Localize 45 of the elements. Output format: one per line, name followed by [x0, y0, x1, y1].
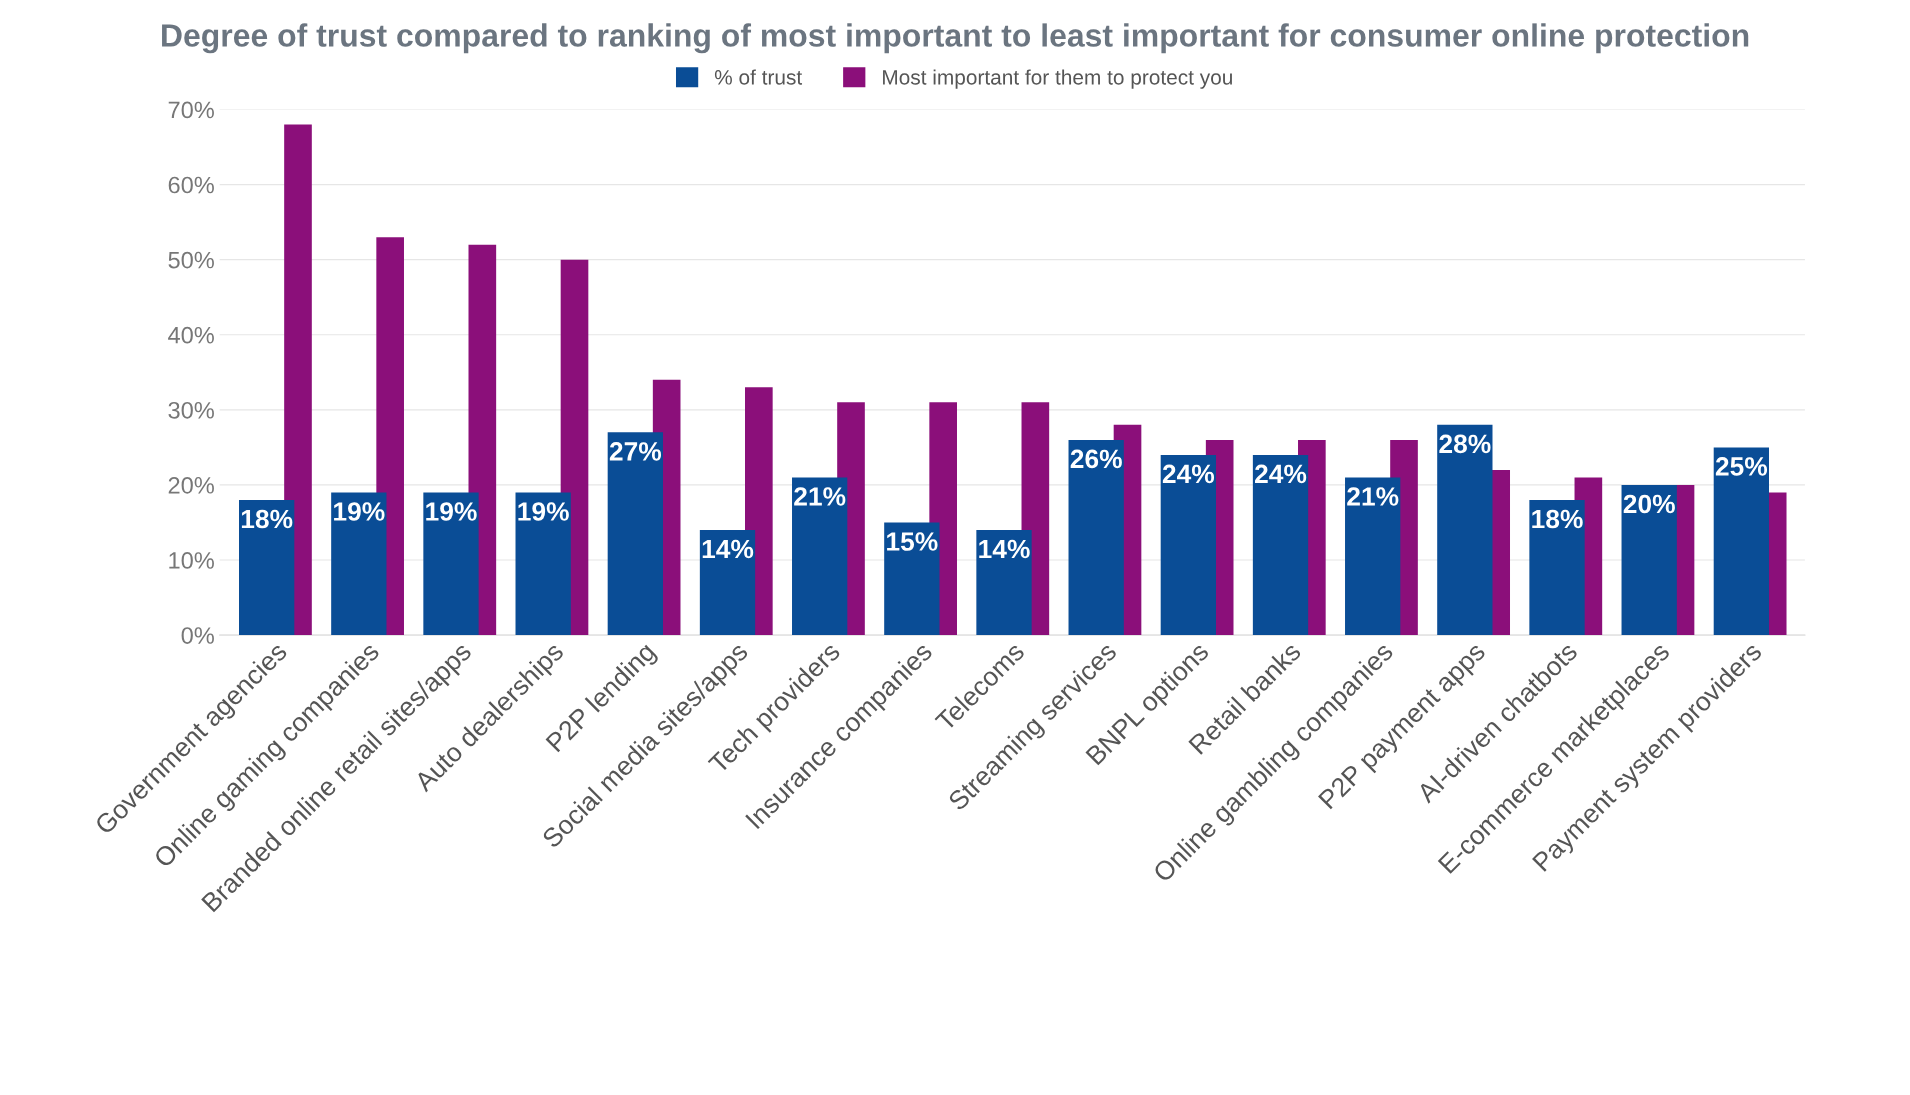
bar: [884, 522, 940, 636]
bar: [331, 492, 387, 636]
y-tick-label: 50%: [168, 251, 214, 269]
data-label: 21%: [794, 487, 846, 506]
bar: [1068, 439, 1124, 636]
data-label: 18%: [241, 509, 293, 529]
data-label: 15%: [887, 532, 938, 551]
bar: [423, 492, 479, 636]
bar: [607, 432, 663, 636]
data-label: 14%: [979, 539, 1030, 559]
legend-label: Most important for them to protect you: [883, 69, 1232, 89]
data-label: 21%: [1347, 487, 1399, 506]
y-tick-label: 20%: [168, 477, 214, 494]
data-label: 27%: [609, 442, 662, 461]
data-label: 26%: [1070, 449, 1122, 469]
data-label: 24%: [1162, 464, 1215, 484]
bar: [1529, 499, 1585, 636]
y-tick-label: 40%: [168, 326, 214, 344]
data-label: 19%: [518, 502, 569, 521]
data-label: 24%: [1255, 464, 1307, 484]
data-label: 14%: [702, 539, 754, 559]
bar: [1160, 454, 1216, 636]
data-label: 18%: [1532, 509, 1583, 529]
data-label: 25%: [1715, 457, 1768, 476]
bar: [792, 477, 848, 636]
y-tick-label: 30%: [168, 401, 214, 419]
bar: [515, 492, 571, 636]
y-tick-label: 70%: [168, 101, 214, 119]
y-tick-label: 0%: [181, 627, 214, 644]
data-label: 19%: [426, 502, 477, 521]
data-label: 19%: [334, 502, 385, 521]
bar: [976, 529, 1032, 636]
data-label: 28%: [1439, 434, 1491, 454]
bar: [699, 529, 756, 636]
bar: [1345, 477, 1401, 636]
data-label: 20%: [1623, 494, 1675, 514]
bar: [239, 499, 295, 636]
y-tick-label: 60%: [168, 176, 214, 194]
bar: [1252, 454, 1309, 636]
legend-label: % of trust: [714, 69, 803, 85]
y-tick-label: 10%: [169, 552, 214, 569]
chart-title: Degree of trust compared to ranking of most important to least important for consumer online protection: [162, 23, 1749, 54]
bar: [1621, 484, 1677, 636]
bar: [1437, 424, 1493, 636]
bar: [1713, 447, 1769, 636]
